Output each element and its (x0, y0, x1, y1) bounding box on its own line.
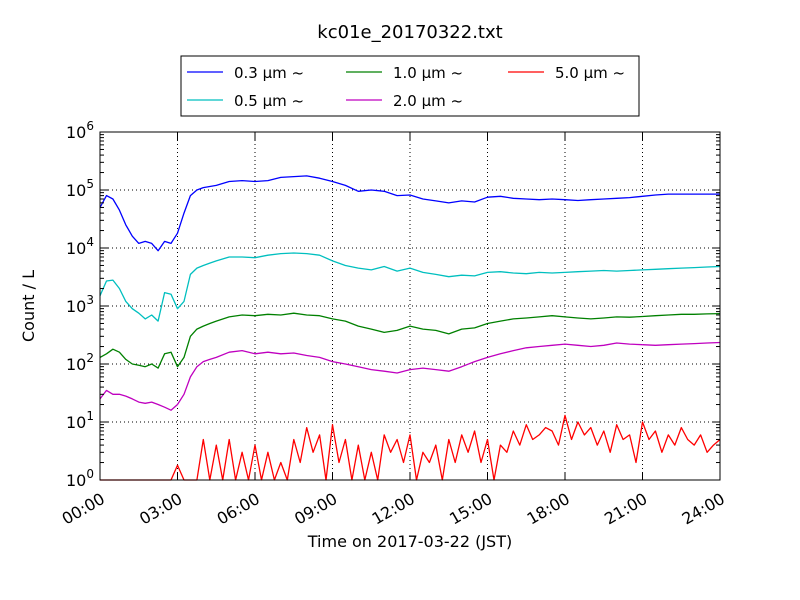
x-tick-label: 06:00 (214, 489, 263, 529)
series-line-1 (99, 175, 720, 252)
series-line-5 (100, 414, 721, 481)
x-tick-label: 18:00 (524, 489, 573, 529)
y-tick-label: 102 (66, 351, 94, 374)
series-layer (99, 175, 721, 481)
x-tick-label: 21:00 (601, 489, 650, 529)
y-tick-label: 100 (66, 467, 94, 490)
chart-title: kc01e_20170322.txt (317, 22, 502, 43)
x-tick-labels: 00:00 03:00 06:00 09:00 12:00 15:00 18:00 21:00… (59, 489, 728, 529)
x-tick-label: 09:00 (291, 489, 340, 529)
legend-label: 2.0 μm ~ (393, 92, 463, 110)
y-tick-label: 101 (66, 409, 94, 432)
y-tick-label: 103 (66, 293, 94, 316)
legend-label: 5.0 μm ~ (555, 64, 625, 82)
y-tick-label: 106 (66, 119, 94, 142)
y-tick-label: 104 (66, 235, 94, 258)
y-tick-label: 105 (66, 177, 94, 200)
x-tick-label: 03:00 (136, 489, 185, 529)
grid (100, 132, 720, 480)
legend: 0.3 μm ~ 0.5 μm ~ 1.0 μm ~ 2.0 μm ~ 5.0 μm ~ (180, 55, 640, 117)
x-tick-label: 15:00 (446, 489, 495, 529)
series-line-3 (99, 312, 721, 369)
legend-label: 0.3 μm ~ (234, 64, 304, 82)
x-tick-label: 24:00 (679, 489, 728, 529)
series-line-4 (99, 341, 721, 411)
y-tick-labels: 100 101 102 103 104 105 106 (66, 119, 94, 490)
legend-label: 1.0 μm ~ (393, 64, 463, 82)
legend-label: 0.5 μm ~ (234, 92, 304, 110)
x-tick-label: 12:00 (369, 489, 418, 529)
x-axis-title: Time on 2017-03-22 (JST) (307, 532, 512, 551)
x-tick-label: 00:00 (59, 489, 108, 529)
ticks (99, 131, 721, 481)
series-line-2 (99, 252, 721, 322)
y-axis-title: Count / L (19, 270, 38, 342)
legend-box (180, 55, 640, 117)
